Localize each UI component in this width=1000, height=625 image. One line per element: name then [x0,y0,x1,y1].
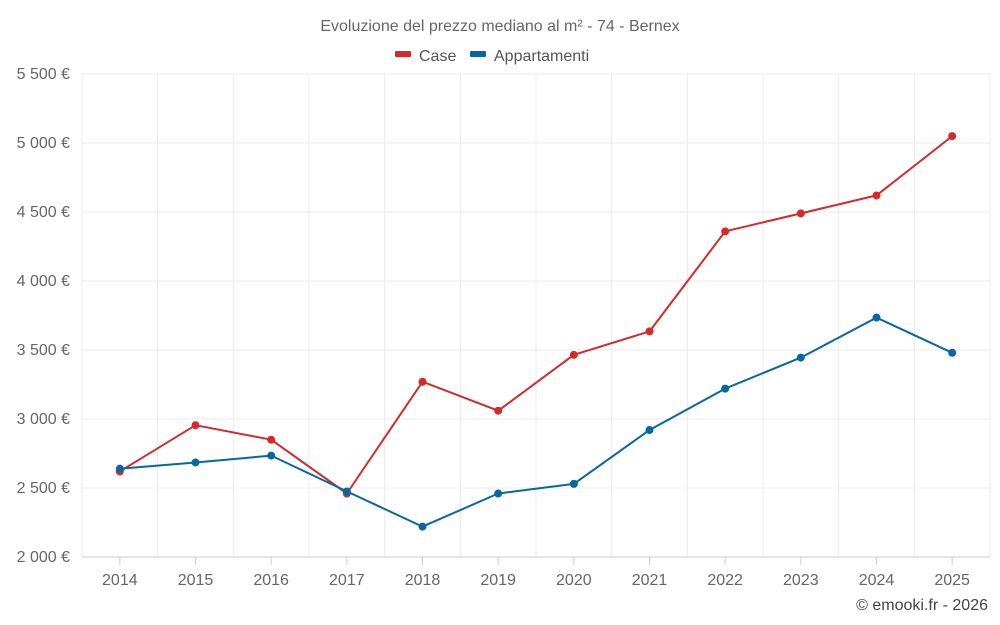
x-tick-label: 2014 [102,572,138,589]
x-tick-label: 2022 [707,572,743,589]
data-point-case-2016[interactable] [267,435,276,444]
data-point-case-2020[interactable] [569,350,578,359]
y-tick-label: 4 500 € [17,204,70,221]
y-tick-label: 4 000 € [17,273,70,290]
x-tick-label: 2017 [329,572,365,589]
data-point-appartamenti-2017[interactable] [342,487,351,496]
x-tick-label: 2015 [178,572,214,589]
legend[interactable]: Case Appartamenti [395,48,589,65]
data-point-appartamenti-2025[interactable] [948,348,957,357]
legend-item-case[interactable]: Case [395,48,456,65]
series-line-case [119,135,953,495]
data-point-case-2021[interactable] [645,327,654,336]
data-point-case-2018[interactable] [418,377,427,386]
x-tick-label: 2020 [556,572,592,589]
legend-label-case: Case [419,48,456,65]
data-point-appartamenti-2021[interactable] [645,426,654,435]
x-tick-label: 2016 [253,572,289,589]
data-point-case-2015[interactable] [191,421,200,430]
y-tick-label: 5 500 € [17,66,70,83]
data-point-appartamenti-2016[interactable] [267,451,276,460]
legend-swatch-appartamenti [470,51,486,57]
x-tick-label: 2023 [783,572,819,589]
x-axis: 2014 2015 2016 2017 2018 2019 2020 2021 2022 2023… [82,556,990,589]
data-point-case-2025[interactable] [948,132,957,141]
credit-text: © emooki.fr - 2026 [856,597,988,614]
x-tick-label: 2018 [405,572,441,589]
y-tick-label: 3 500 € [17,342,70,359]
x-tick-label: 2019 [480,572,516,589]
data-point-appartamenti-2022[interactable] [721,384,730,393]
series-case [115,132,957,498]
legend-swatch-case [395,51,411,57]
data-point-appartamenti-2018[interactable] [418,522,427,531]
data-point-case-2019[interactable] [494,406,503,415]
data-point-appartamenti-2020[interactable] [569,479,578,488]
series-layer [115,132,957,531]
data-point-appartamenti-2015[interactable] [191,458,200,467]
series-line-appartamenti [119,316,953,528]
y-axis: 2 000 € 2 500 € 3 000 € 3 500 € 4 000 € 4 500… [17,66,70,566]
data-point-case-2024[interactable] [872,191,881,200]
x-tick-label: 2024 [859,572,895,589]
data-point-appartamenti-2023[interactable] [796,353,805,362]
series-appartamenti [115,313,957,531]
data-point-appartamenti-2024[interactable] [872,313,881,322]
y-tick-label: 3 000 € [17,411,70,428]
data-point-case-2023[interactable] [796,209,805,218]
chart-title: Evoluzione del prezzo mediano al m² - 74… [320,18,679,35]
data-point-appartamenti-2014[interactable] [115,464,124,473]
legend-item-appartamenti[interactable]: Appartamenti [470,48,589,65]
y-tick-label: 2 000 € [17,549,70,566]
grid [81,73,991,557]
y-tick-label: 2 500 € [17,480,70,497]
data-point-case-2022[interactable] [721,227,730,236]
x-tick-label: 2021 [632,572,668,589]
x-tick-label: 2025 [934,572,970,589]
data-point-appartamenti-2019[interactable] [494,489,503,498]
y-tick-label: 5 000 € [17,135,70,152]
legend-label-appartamenti: Appartamenti [494,48,589,65]
